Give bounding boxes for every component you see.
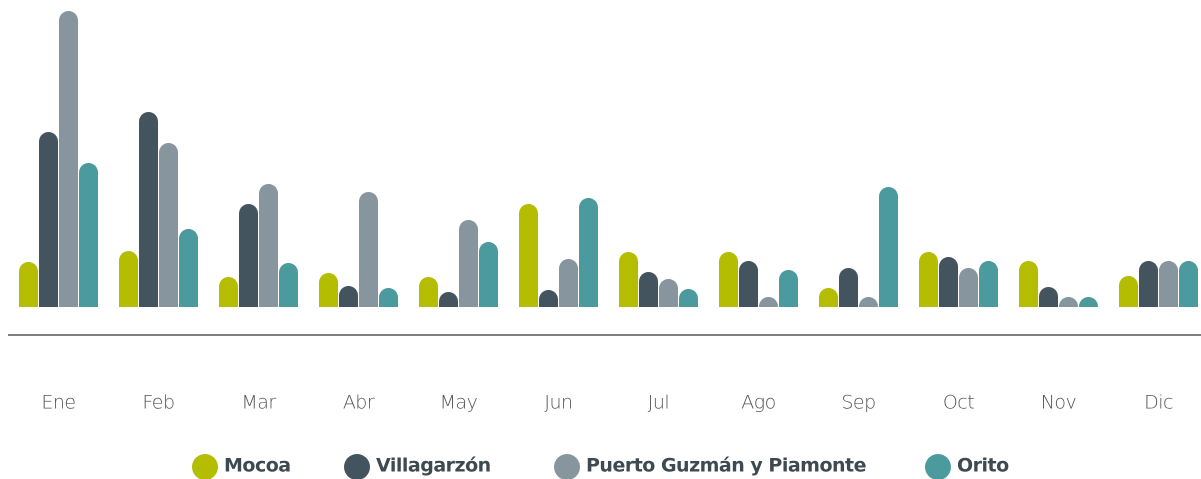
- bar: [459, 220, 478, 307]
- bar: [1139, 261, 1158, 307]
- x-tick-label: Jul: [648, 392, 669, 414]
- bar: [619, 252, 638, 307]
- legend-label: Orito: [957, 455, 1009, 477]
- bar: [279, 263, 298, 307]
- bar: [39, 132, 58, 307]
- bar: [219, 277, 238, 307]
- legend-label: Puerto Guzmán y Piamonte: [586, 455, 866, 477]
- legend-swatch: [192, 454, 218, 479]
- bar: [339, 286, 358, 307]
- bar: [19, 262, 38, 307]
- legend-label: Mocoa: [224, 455, 291, 477]
- bar: [1039, 287, 1058, 307]
- bar: [579, 198, 598, 307]
- bar: [939, 257, 958, 307]
- bar: [759, 297, 778, 307]
- legend-swatch: [925, 454, 951, 479]
- x-tick-label: Feb: [142, 392, 174, 414]
- bar: [119, 251, 138, 307]
- bar: [639, 272, 658, 307]
- x-tick-label: Abr: [343, 392, 375, 414]
- legend-swatch: [554, 454, 580, 479]
- x-tick-label: Ago: [741, 392, 776, 414]
- x-tick-label: Ene: [41, 392, 75, 414]
- bar: [239, 204, 258, 307]
- bar: [59, 11, 78, 308]
- legend-label: Villagarzón: [376, 455, 491, 477]
- bar: [1179, 261, 1198, 307]
- bar: [259, 184, 278, 307]
- bar: [1079, 297, 1098, 307]
- bar: [79, 163, 98, 307]
- bar: [539, 290, 558, 307]
- bar: [739, 261, 758, 307]
- bar: [1159, 261, 1178, 307]
- bar: [479, 242, 498, 307]
- bar: [559, 259, 578, 307]
- bar: [439, 292, 458, 307]
- x-tick-label: Sep: [841, 392, 875, 414]
- x-tick-label: Oct: [943, 392, 974, 414]
- legend-swatch: [344, 454, 370, 479]
- bar: [839, 268, 858, 307]
- bar: [719, 252, 738, 307]
- bar: [959, 268, 978, 307]
- bar: [1059, 297, 1078, 307]
- x-tick-label: Dic: [1144, 392, 1173, 414]
- x-tick-label: Jun: [544, 392, 572, 414]
- bar: [819, 288, 838, 307]
- x-tick-label: May: [440, 392, 478, 414]
- bar: [919, 252, 938, 307]
- bar: [519, 204, 538, 307]
- bar: [139, 112, 158, 307]
- bar: [679, 289, 698, 307]
- bar: [879, 187, 898, 307]
- bar: [779, 270, 798, 307]
- bar: [419, 277, 438, 307]
- bar: [859, 297, 878, 307]
- bar: [659, 279, 678, 307]
- bar: [319, 273, 338, 307]
- bar: [979, 261, 998, 307]
- x-tick-label: Mar: [241, 392, 276, 414]
- bar: [379, 288, 398, 307]
- bar: [159, 143, 178, 307]
- bar: [359, 192, 378, 307]
- bar: [179, 229, 198, 307]
- bar: [1019, 261, 1038, 307]
- x-tick-label: Nov: [1041, 392, 1077, 414]
- bar: [1119, 276, 1138, 307]
